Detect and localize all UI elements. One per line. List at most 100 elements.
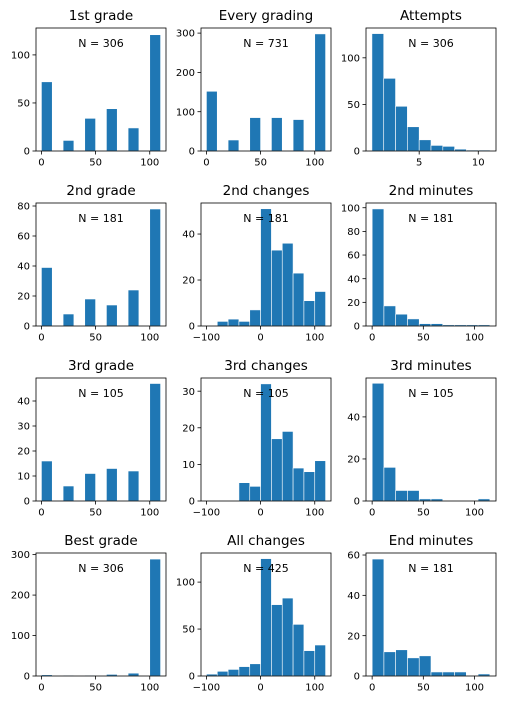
histogram-bar — [371, 558, 385, 677]
axes-frame — [35, 27, 167, 152]
x-tick-label: 50 — [89, 158, 102, 169]
histogram-bar — [249, 486, 261, 502]
y-tick-label: 0 — [354, 147, 360, 158]
x-tick-label: 5 — [416, 158, 422, 169]
y-tick-label: 0 — [24, 322, 30, 333]
histogram-bar — [149, 34, 161, 152]
histogram-bar — [41, 81, 53, 152]
y-tick-label: 300 — [176, 29, 195, 40]
sample-size-annotation: N = 181 — [78, 212, 123, 225]
histogram-bar — [407, 318, 420, 327]
axes-frame — [200, 27, 332, 152]
histogram-bar — [127, 470, 140, 502]
histogram-bar — [41, 460, 53, 502]
sample-size-annotation: N = 306 — [408, 37, 453, 50]
histogram-bar — [418, 655, 432, 677]
histogram-bar — [271, 249, 283, 327]
x-tick-label: 0 — [257, 333, 263, 344]
sample-size-annotation: N = 306 — [78, 37, 123, 50]
histogram-bar — [395, 313, 408, 327]
x-tick-label: 50 — [417, 333, 430, 344]
histogram-bar — [227, 139, 240, 152]
y-tick-label: 100 — [11, 631, 30, 642]
histogram-bar — [84, 118, 96, 152]
panel-title: 3rd changes — [224, 358, 307, 374]
histogram-bar — [442, 671, 455, 677]
y-tick-label: 0 — [24, 497, 30, 508]
x-tick-label: −100 — [193, 683, 220, 694]
x-tick-label: 50 — [417, 683, 430, 694]
histogram-bar — [127, 672, 140, 677]
panel-title: 3rd minutes — [390, 358, 471, 374]
x-tick-label: 100 — [305, 333, 324, 344]
histogram-bar — [271, 438, 283, 502]
y-tick-label: 20 — [182, 423, 195, 434]
y-tick-label: 20 — [17, 292, 30, 303]
y-tick-label: 200 — [176, 68, 195, 79]
axes-frame — [35, 202, 167, 327]
y-tick-label: 0 — [189, 147, 195, 158]
panel-title: 3rd grade — [68, 358, 134, 374]
histogram-bar — [127, 127, 140, 152]
histogram-bar — [238, 666, 251, 677]
y-tick-label: 50 — [182, 625, 195, 636]
histogram-panel: 0 50 100 0 20 40 60 80 100 2nd minutes N = 181 — [341, 183, 497, 344]
x-tick-label: 0 — [38, 683, 44, 694]
histogram-bar — [292, 119, 305, 152]
y-tick-label: 80 — [347, 227, 360, 238]
y-tick-label: 100 — [341, 53, 360, 64]
y-tick-label: 20 — [347, 298, 360, 309]
panel-title: End minutes — [389, 533, 474, 549]
histogram-panel: 0 50 100 0 10 20 30 40 3rd grade N = 105 — [17, 358, 167, 519]
y-tick-label: 40 — [347, 412, 360, 423]
histogram-bar — [430, 145, 444, 152]
histogram-bar — [407, 657, 420, 677]
axes-frame — [365, 202, 497, 327]
histogram-bar — [271, 117, 283, 152]
histogram-panel: 0 50 100 0 100 200 300 Best grade N = 306 — [11, 533, 167, 694]
histogram-bar — [395, 105, 408, 152]
histogram-bar — [238, 321, 251, 327]
panel-title: Best grade — [64, 533, 137, 549]
histogram-bar — [303, 300, 316, 327]
y-tick-label: 20 — [182, 276, 195, 287]
histogram-bar — [407, 126, 420, 152]
y-tick-label: 0 — [354, 322, 360, 333]
histogram-bar — [395, 649, 408, 677]
y-tick-label: 30 — [182, 387, 195, 398]
histogram-bar — [106, 468, 118, 502]
axes-frame — [35, 377, 167, 502]
y-tick-label: 0 — [24, 672, 30, 683]
y-tick-label: 40 — [347, 274, 360, 285]
histogram-bar — [281, 431, 294, 502]
x-tick-label: 10 — [472, 158, 485, 169]
histogram-bar — [106, 304, 118, 327]
y-tick-label: 80 — [17, 202, 30, 213]
histogram-panel: 0 50 100 0 100 200 300 Every grading N = 731 — [176, 8, 332, 169]
x-tick-label: 50 — [417, 508, 430, 519]
x-tick-label: 0 — [257, 683, 263, 694]
histogram-bar — [227, 318, 240, 327]
histogram-bar — [407, 490, 420, 502]
histogram-panel: 0 50 100 0 20 40 3rd minutes N = 105 — [347, 358, 497, 519]
y-tick-label: 0 — [189, 672, 195, 683]
histogram-bar — [314, 33, 326, 152]
x-tick-label: 0 — [369, 508, 375, 519]
histogram-bar — [371, 208, 385, 327]
x-tick-label: 0 — [38, 333, 44, 344]
sample-size-annotation: N = 306 — [78, 562, 123, 575]
histogram-bar — [292, 467, 305, 502]
histogram-bar — [454, 671, 467, 677]
histogram-bar — [371, 33, 385, 152]
x-tick-label: 50 — [89, 508, 102, 519]
x-tick-label: 100 — [465, 508, 484, 519]
y-tick-label: 60 — [17, 232, 30, 243]
axes-frame — [35, 552, 167, 677]
y-tick-label: 0 — [354, 672, 360, 683]
panel-title: 2nd grade — [66, 183, 135, 199]
y-tick-label: 200 — [11, 591, 30, 602]
histogram-bar — [216, 321, 229, 327]
sample-size-annotation: N = 105 — [78, 387, 123, 400]
